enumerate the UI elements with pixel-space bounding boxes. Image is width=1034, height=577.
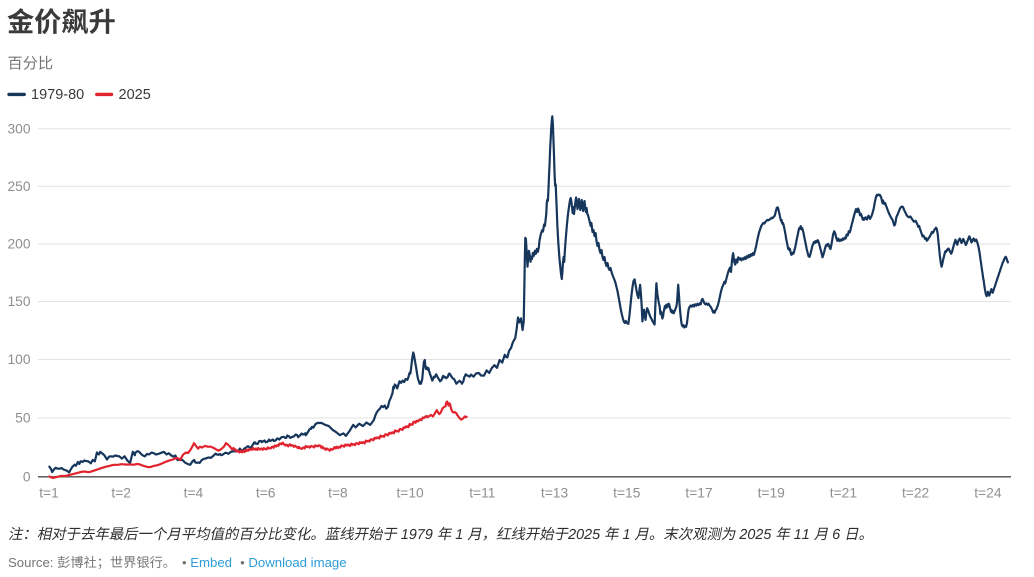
svg-text:50: 50 xyxy=(15,411,31,426)
svg-text:t=10: t=10 xyxy=(396,486,424,501)
svg-text:t=1: t=1 xyxy=(39,486,59,501)
svg-text:t=13: t=13 xyxy=(541,486,569,501)
svg-text:Download image: Download image xyxy=(248,555,346,570)
svg-text:t=22: t=22 xyxy=(902,486,929,501)
svg-text:•: • xyxy=(182,555,187,570)
svg-text:t=2: t=2 xyxy=(111,486,131,501)
svg-text:t=6: t=6 xyxy=(256,486,276,501)
svg-text:100: 100 xyxy=(7,352,30,367)
svg-text:•: • xyxy=(240,555,245,570)
svg-text:t=21: t=21 xyxy=(830,486,857,501)
svg-text:150: 150 xyxy=(7,294,30,309)
svg-text:2025: 2025 xyxy=(119,87,151,103)
svg-text:Embed: Embed xyxy=(190,555,232,570)
svg-text:t=19: t=19 xyxy=(758,486,786,501)
svg-text:t=17: t=17 xyxy=(685,486,712,501)
svg-text:250: 250 xyxy=(7,179,30,194)
svg-text:t=24: t=24 xyxy=(974,486,1002,501)
svg-text:0: 0 xyxy=(23,469,31,484)
svg-text:Source:: Source: xyxy=(8,555,53,570)
svg-text:t=8: t=8 xyxy=(328,486,348,501)
svg-text:300: 300 xyxy=(7,121,30,136)
svg-text:1979-80: 1979-80 xyxy=(31,87,84,103)
svg-text:t=11: t=11 xyxy=(469,486,495,501)
svg-text:t=15: t=15 xyxy=(613,486,641,501)
svg-text:200: 200 xyxy=(7,237,30,252)
svg-text:t=4: t=4 xyxy=(184,486,204,501)
